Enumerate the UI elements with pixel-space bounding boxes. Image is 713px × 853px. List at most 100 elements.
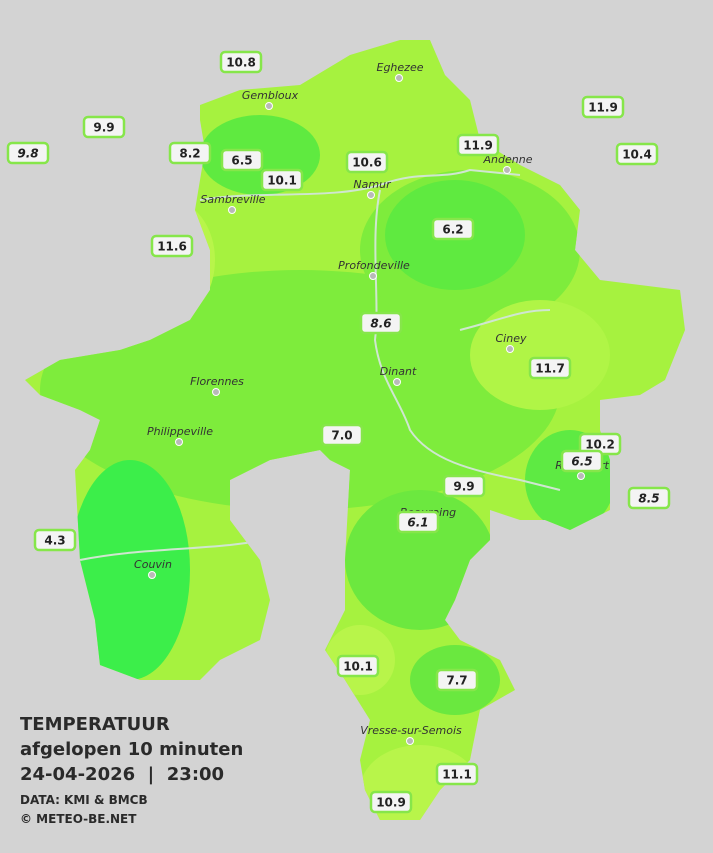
city-dot — [395, 74, 403, 82]
station-box — [442, 474, 486, 498]
city-dot — [367, 191, 375, 199]
station-box — [528, 356, 572, 380]
station: 8.2 — [168, 141, 212, 165]
station-value: 8.6 — [370, 317, 391, 331]
station-value: 10.6 — [352, 156, 382, 170]
station-value: 10.9 — [376, 796, 406, 810]
station-box — [320, 423, 364, 447]
station: 10.2 — [578, 432, 622, 456]
city-label: Gembloux — [242, 89, 299, 102]
station: 11.9 — [581, 95, 625, 119]
station-box — [627, 486, 671, 510]
city-dot — [503, 166, 511, 174]
city-label: Vresse-sur-Semois — [360, 724, 462, 737]
station-value: 6.5 — [571, 455, 592, 469]
station: 6.1 — [396, 510, 440, 534]
station-box — [220, 148, 264, 172]
zone — [470, 300, 610, 410]
station: 9.8 — [6, 141, 50, 165]
city-dot — [265, 102, 273, 110]
city-label: Profondeville — [338, 259, 410, 272]
station: 9.9 — [442, 474, 486, 498]
station: 4.3 — [33, 528, 77, 552]
station-value: 9.9 — [453, 480, 474, 494]
station-value: 7.7 — [446, 674, 467, 688]
station-value: 11.9 — [588, 101, 618, 115]
city-label: Sambreville — [200, 193, 265, 206]
city-dot — [175, 438, 183, 446]
station-value: 8.5 — [638, 492, 659, 506]
station-box — [396, 510, 440, 534]
station: 6.5 — [220, 148, 264, 172]
city-dot — [506, 345, 514, 353]
city-dot — [212, 388, 220, 396]
city-label: Philippeville — [147, 425, 213, 438]
city-dot — [393, 378, 401, 386]
legend-title: TEMPERATUUR — [20, 714, 170, 735]
station-box — [345, 150, 389, 174]
station-box — [456, 133, 500, 157]
legend-source: DATA: KMI & BMCB — [20, 793, 148, 807]
station-box — [615, 142, 659, 166]
station-value: 4.3 — [44, 534, 65, 548]
station: 6.5 — [560, 449, 604, 473]
station-box — [168, 141, 212, 165]
city-label: Couvin — [134, 558, 172, 571]
station-box — [219, 50, 263, 74]
station: 7.0 — [320, 423, 364, 447]
city-label: Andenne — [483, 153, 533, 166]
station: 11.9 — [456, 133, 500, 157]
river — [79, 168, 561, 561]
station-value: 11.7 — [535, 362, 565, 376]
zone — [125, 200, 215, 320]
station-value: 7.0 — [331, 429, 352, 443]
city-dot — [148, 571, 156, 579]
city-label: Eghezee — [377, 61, 424, 74]
station-value: 11.9 — [463, 139, 493, 153]
station: 9.9 — [82, 115, 126, 139]
station: 8.5 — [627, 486, 671, 510]
station: 7.7 — [435, 668, 479, 692]
station-value: 9.8 — [17, 147, 38, 161]
station-box — [150, 234, 194, 258]
zone — [70, 460, 190, 680]
station-box — [431, 217, 475, 241]
city-label: Florennes — [190, 375, 244, 388]
station: 8.6 — [359, 311, 403, 335]
legend-subtitle: afgelopen 10 minuten — [20, 739, 243, 760]
station-box — [369, 790, 413, 814]
station-box — [435, 762, 479, 786]
city-dot — [369, 272, 377, 280]
stations: 10.8 9.9 9.8 8.2 6.5 10.1 10.6 11.9 11.9 10.4 11.6… — [6, 50, 671, 814]
city-dot — [406, 737, 414, 745]
city-label: Namur — [353, 178, 392, 191]
station: 10.8 — [219, 50, 263, 74]
station-box — [33, 528, 77, 552]
station-value: 10.1 — [343, 660, 373, 674]
city-dot — [577, 472, 585, 480]
station-box — [336, 654, 380, 678]
station: 10.1 — [260, 168, 304, 192]
station: 10.9 — [369, 790, 413, 814]
station-box — [581, 95, 625, 119]
station-value: 10.4 — [622, 148, 652, 162]
station-value: 10.1 — [267, 174, 297, 188]
station-value: 6.1 — [407, 516, 428, 530]
city-dot — [228, 206, 236, 214]
city-label: Dinant — [380, 365, 417, 378]
legend-credit: © METEO-BE.NET — [20, 812, 137, 826]
station-value: 11.1 — [442, 768, 472, 782]
station: 10.4 — [615, 142, 659, 166]
station: 10.1 — [336, 654, 380, 678]
station-box — [560, 449, 604, 473]
station: 10.6 — [345, 150, 389, 174]
station-value: 6.5 — [231, 154, 252, 168]
station: 11.6 — [150, 234, 194, 258]
legend-datetime: 24-04-2026 | 23:00 — [20, 764, 224, 785]
station-value: 10.2 — [585, 438, 615, 452]
station-value: 8.2 — [179, 147, 200, 161]
station: 11.7 — [528, 356, 572, 380]
station-value: 6.2 — [442, 223, 463, 237]
zone — [360, 745, 480, 820]
